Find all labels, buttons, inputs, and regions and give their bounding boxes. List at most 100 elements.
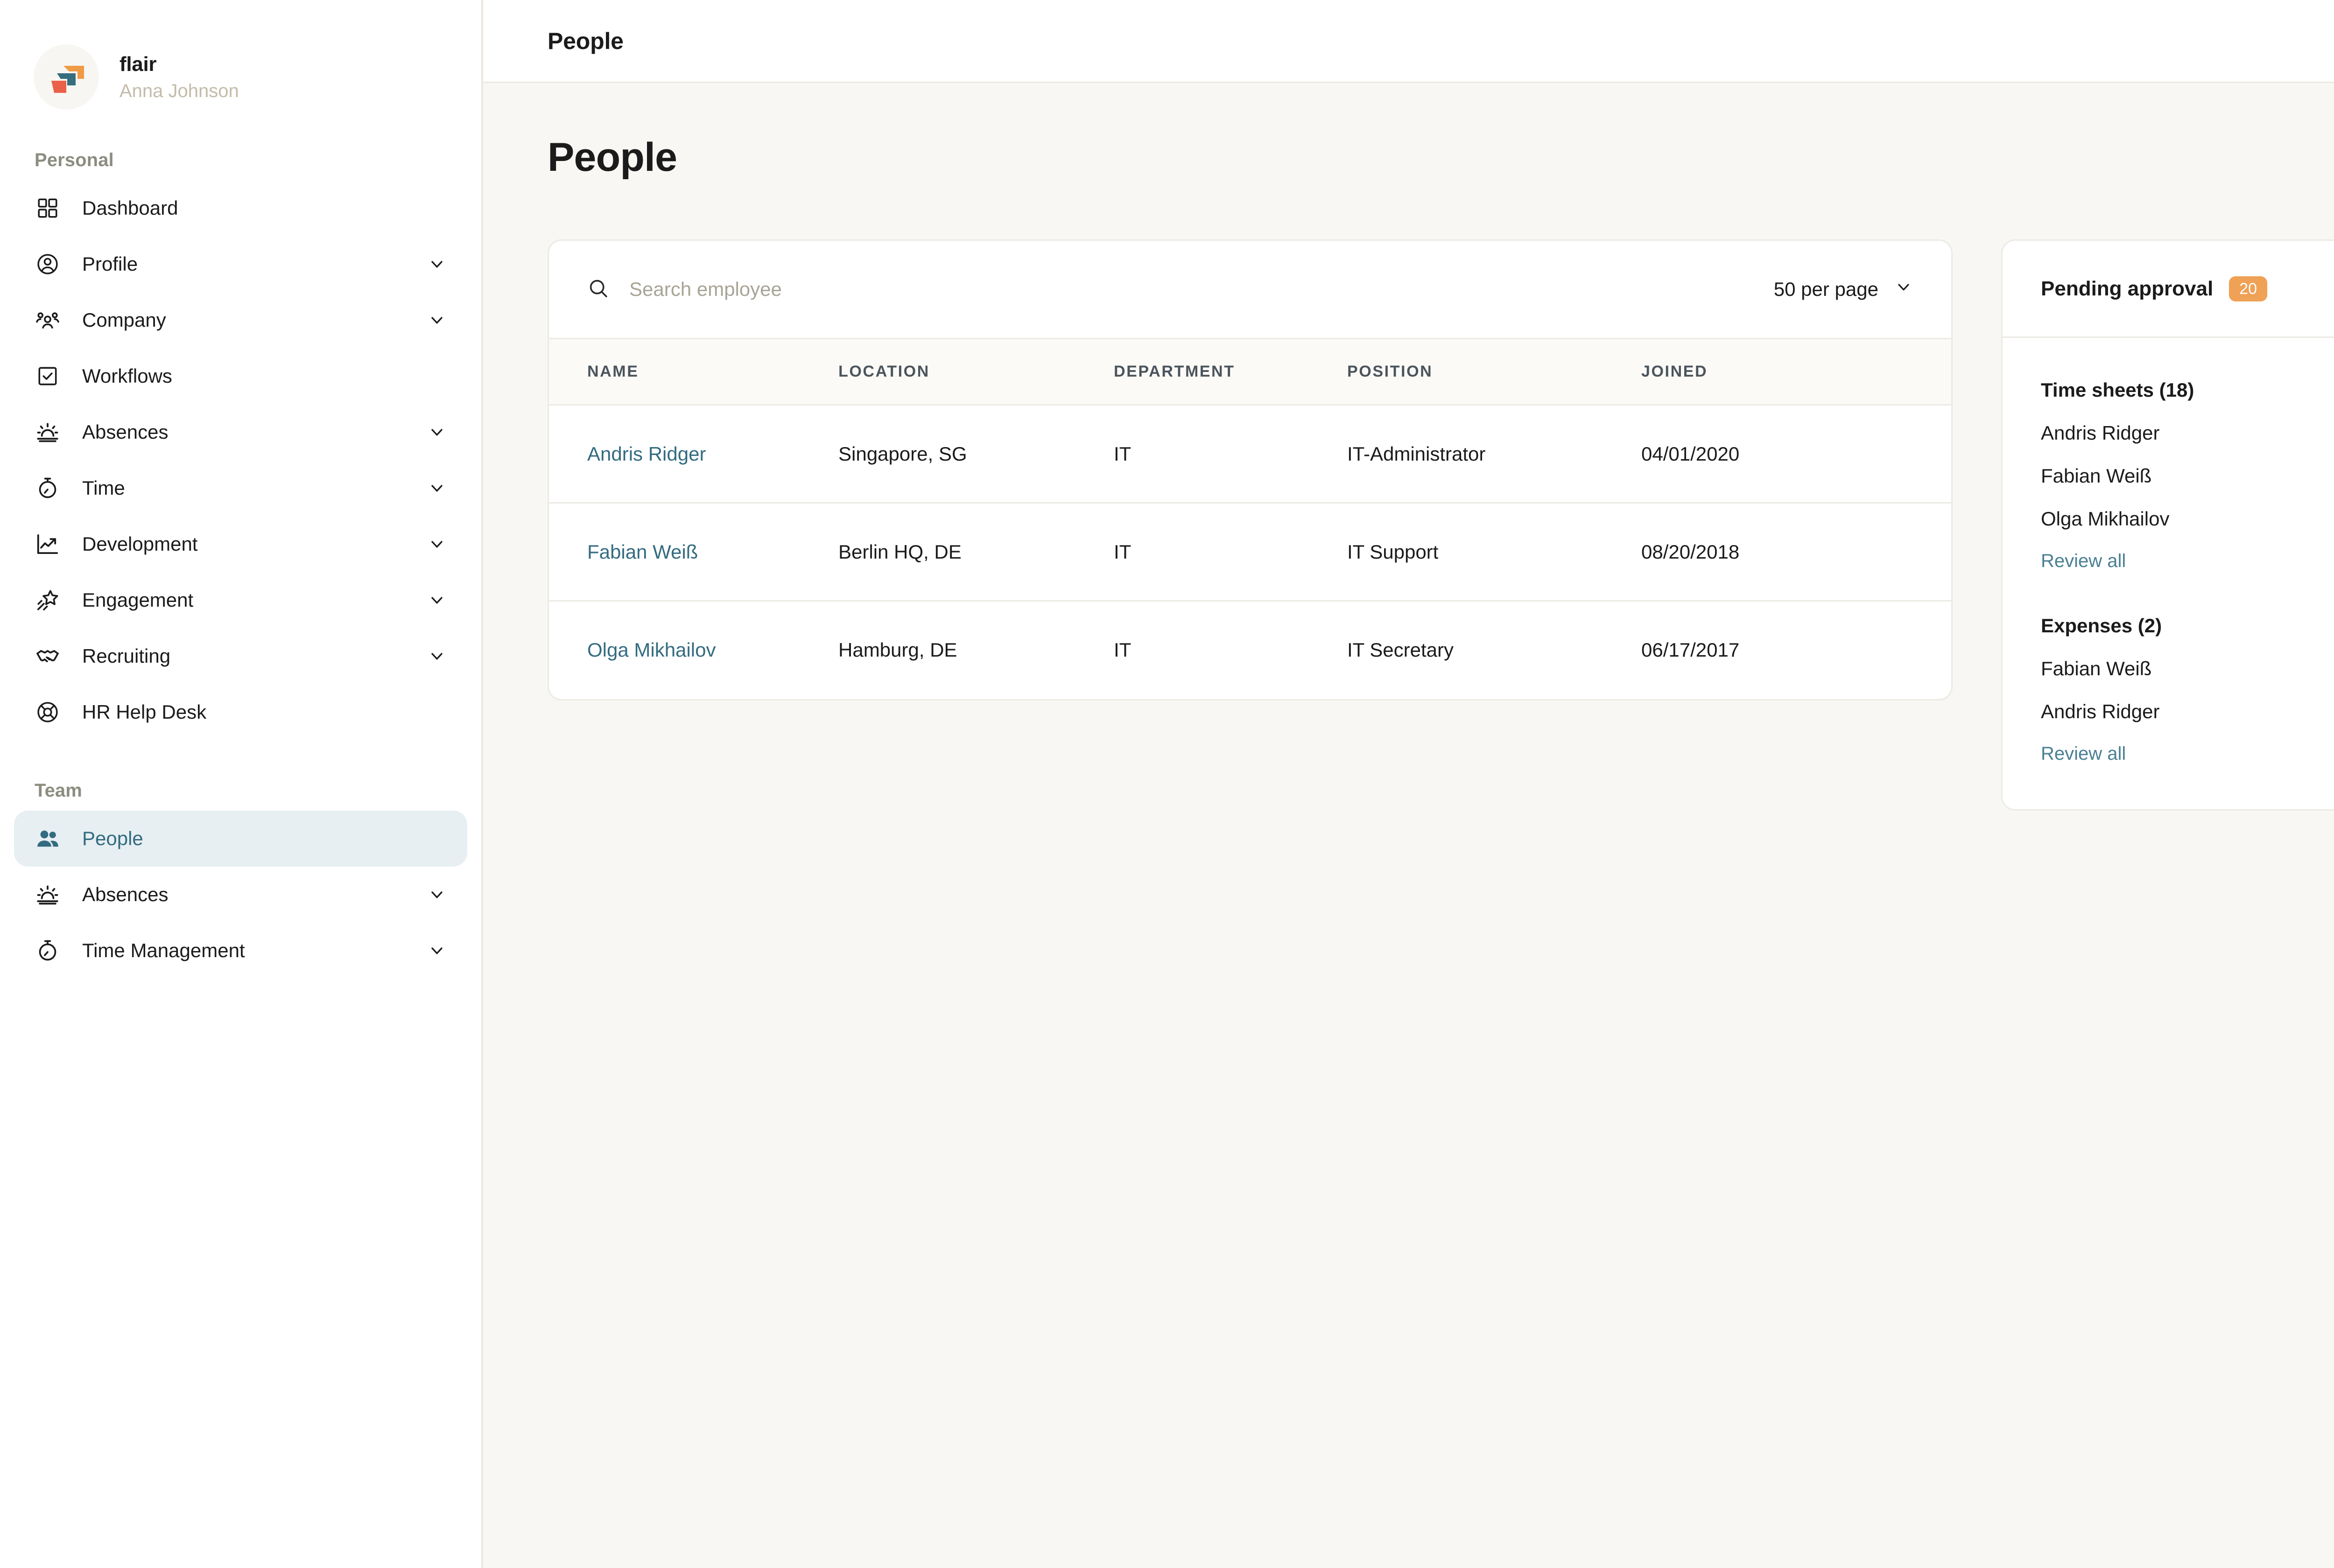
approval-group-expenses: Expenses (2) Fabian Weiß 01/14/2024 Andr… [2041, 615, 2334, 764]
employee-link[interactable]: Andris Ridger [587, 442, 706, 465]
chevron-down-icon[interactable] [426, 645, 448, 667]
sidebar-item-label: Engagement [82, 589, 194, 611]
chevron-down-icon[interactable] [426, 533, 448, 555]
table-row[interactable]: Fabian Weiß Berlin HQ, DE IT IT Support … [549, 503, 1951, 602]
brand-header[interactable]: flair Anna Johnson [0, 0, 481, 110]
nav-list-personal: Dashboard Profile [0, 180, 481, 740]
status-badge: 20 [2229, 276, 2267, 301]
approval-name: Fabian Weiß [2041, 465, 2152, 487]
stopwatch-icon [34, 474, 62, 502]
search-input[interactable] [629, 278, 1774, 301]
sidebar-item-time[interactable]: Time [14, 460, 467, 516]
brand-user-name: Anna Johnson [120, 80, 239, 101]
per-page-dropdown[interactable]: 50 per page [1774, 278, 1913, 301]
employee-link[interactable]: Fabian Weiß [587, 540, 698, 563]
page-content: People All reports [483, 83, 2334, 1568]
chevron-down-icon [1894, 278, 1913, 301]
sidebar-item-team-absences[interactable]: Absences [14, 867, 467, 923]
cell-department: IT [1114, 503, 1347, 602]
column-header-department[interactable]: DEPARTMENT [1114, 338, 1347, 406]
column-header-name[interactable]: NAME [549, 338, 838, 406]
people-filled-icon [34, 825, 62, 853]
chevron-down-icon[interactable] [426, 940, 448, 961]
sidebar-item-company[interactable]: Company [14, 292, 467, 348]
approval-name: Andris Ridger [2041, 422, 2160, 444]
chevron-down-icon[interactable] [426, 309, 448, 331]
breadcrumb: People [548, 28, 624, 54]
sidebar-item-development[interactable]: Development [14, 516, 467, 572]
page-header: People All reports [548, 134, 2334, 181]
table-row[interactable]: Andris Ridger Singapore, SG IT IT-Admini… [549, 405, 1951, 504]
table-row[interactable]: Olga Mikhailov Hamburg, DE IT IT Secreta… [549, 601, 1951, 699]
topbar: People [483, 0, 2334, 83]
sidebar-item-label: Recruiting [82, 645, 171, 667]
approval-name: Andris Ridger [2041, 700, 2160, 722]
stopwatch-icon [34, 937, 62, 965]
sidebar-item-label: HR Help Desk [82, 701, 207, 723]
sidebar-item-profile[interactable]: Profile [14, 236, 467, 292]
search-box[interactable] [587, 277, 1774, 302]
brand-name: flair [120, 52, 157, 76]
sidebar-item-label: Time [82, 477, 125, 499]
table-body: Andris Ridger Singapore, SG IT IT-Admini… [549, 405, 1951, 699]
column-header-position[interactable]: POSITION [1347, 338, 1641, 406]
sidebar-item-label: Dashboard [82, 197, 178, 219]
approval-name: Olga Mikhailov [2041, 508, 2170, 530]
sidebar-item-dashboard[interactable]: Dashboard [14, 180, 467, 236]
sidebar-item-workflows[interactable]: Workflows [14, 348, 467, 404]
sidebar-item-label: Absences [82, 883, 169, 905]
sidebar-item-people[interactable]: People [14, 811, 467, 867]
cell-position: IT Support [1347, 503, 1641, 602]
review-all-timesheets-link[interactable]: Review all [2041, 551, 2126, 571]
trend-chart-icon [34, 530, 62, 558]
grid-icon [34, 194, 62, 222]
sidebar-item-hr-help-desk[interactable]: HR Help Desk [14, 684, 467, 740]
cell-department: IT [1114, 405, 1347, 504]
sidebar-item-time-management[interactable]: Time Management [14, 923, 467, 979]
lifebuoy-icon [34, 698, 62, 726]
sidebar-item-recruiting[interactable]: Recruiting [14, 628, 467, 684]
list-item[interactable]: Andris Ridger 01/14/2024 [2041, 700, 2334, 723]
pending-approval-body: Time sheets (18) Andris Ridger Week 3 Fa… [2003, 338, 2334, 809]
chevron-down-icon[interactable] [426, 477, 448, 499]
user-circle-icon [34, 250, 62, 278]
main-area: People [483, 0, 2334, 1568]
page-title: People [548, 135, 677, 180]
sidebar-item-absences[interactable]: Absences [14, 404, 467, 460]
sidebar-item-engagement[interactable]: Engagement [14, 572, 467, 628]
group-title: Expenses (2) [2041, 615, 2162, 637]
chevron-down-icon[interactable] [426, 421, 448, 443]
chevron-down-icon[interactable] [426, 253, 448, 275]
employee-link[interactable]: Olga Mikhailov [587, 639, 716, 661]
cell-location: Berlin HQ, DE [838, 503, 1114, 602]
sidebar-item-label: Absences [82, 421, 169, 443]
table-toolbar: 50 per page [549, 241, 1951, 338]
group-spacer [2041, 572, 2334, 615]
chevron-down-icon[interactable] [426, 884, 448, 905]
list-item[interactable]: Fabian Weiß Week 3 [2041, 465, 2334, 487]
sidebar-item-label: Workflows [82, 365, 172, 387]
pending-approval-title: Pending approval [2041, 277, 2214, 300]
chevron-down-icon[interactable] [426, 589, 448, 611]
cell-name: Fabian Weiß [549, 503, 838, 602]
column-header-location[interactable]: LOCATION [838, 338, 1114, 406]
nav-list-team: People Absences [0, 811, 481, 979]
list-item[interactable]: Andris Ridger Week 3 [2041, 422, 2334, 444]
approval-group-timesheets: Time sheets (18) Andris Ridger Week 3 Fa… [2041, 379, 2334, 572]
handshake-icon [34, 642, 62, 670]
sidebar-item-label: Company [82, 309, 166, 331]
cell-joined: 06/17/2017 [1641, 639, 1740, 661]
list-item[interactable]: Fabian Weiß 01/14/2024 [2041, 658, 2334, 680]
cell-location: Hamburg, DE [838, 639, 957, 661]
sunrise-icon [34, 418, 62, 446]
review-all-expenses-link[interactable]: Review all [2041, 743, 2126, 764]
cell-name: Olga Mikhailov [549, 601, 838, 699]
sunrise-icon [34, 881, 62, 909]
per-page-label: 50 per page [1773, 278, 1878, 300]
shooting-star-icon [34, 586, 62, 614]
employee-table: NAME LOCATION DEPARTMENT POSITION JOINED… [549, 338, 1951, 699]
column-header-joined[interactable]: JOINED [1641, 338, 1951, 406]
table-head: NAME LOCATION DEPARTMENT POSITION JOINED [549, 338, 1951, 406]
list-item[interactable]: Olga Mikhailov Week 3 [2041, 508, 2334, 530]
